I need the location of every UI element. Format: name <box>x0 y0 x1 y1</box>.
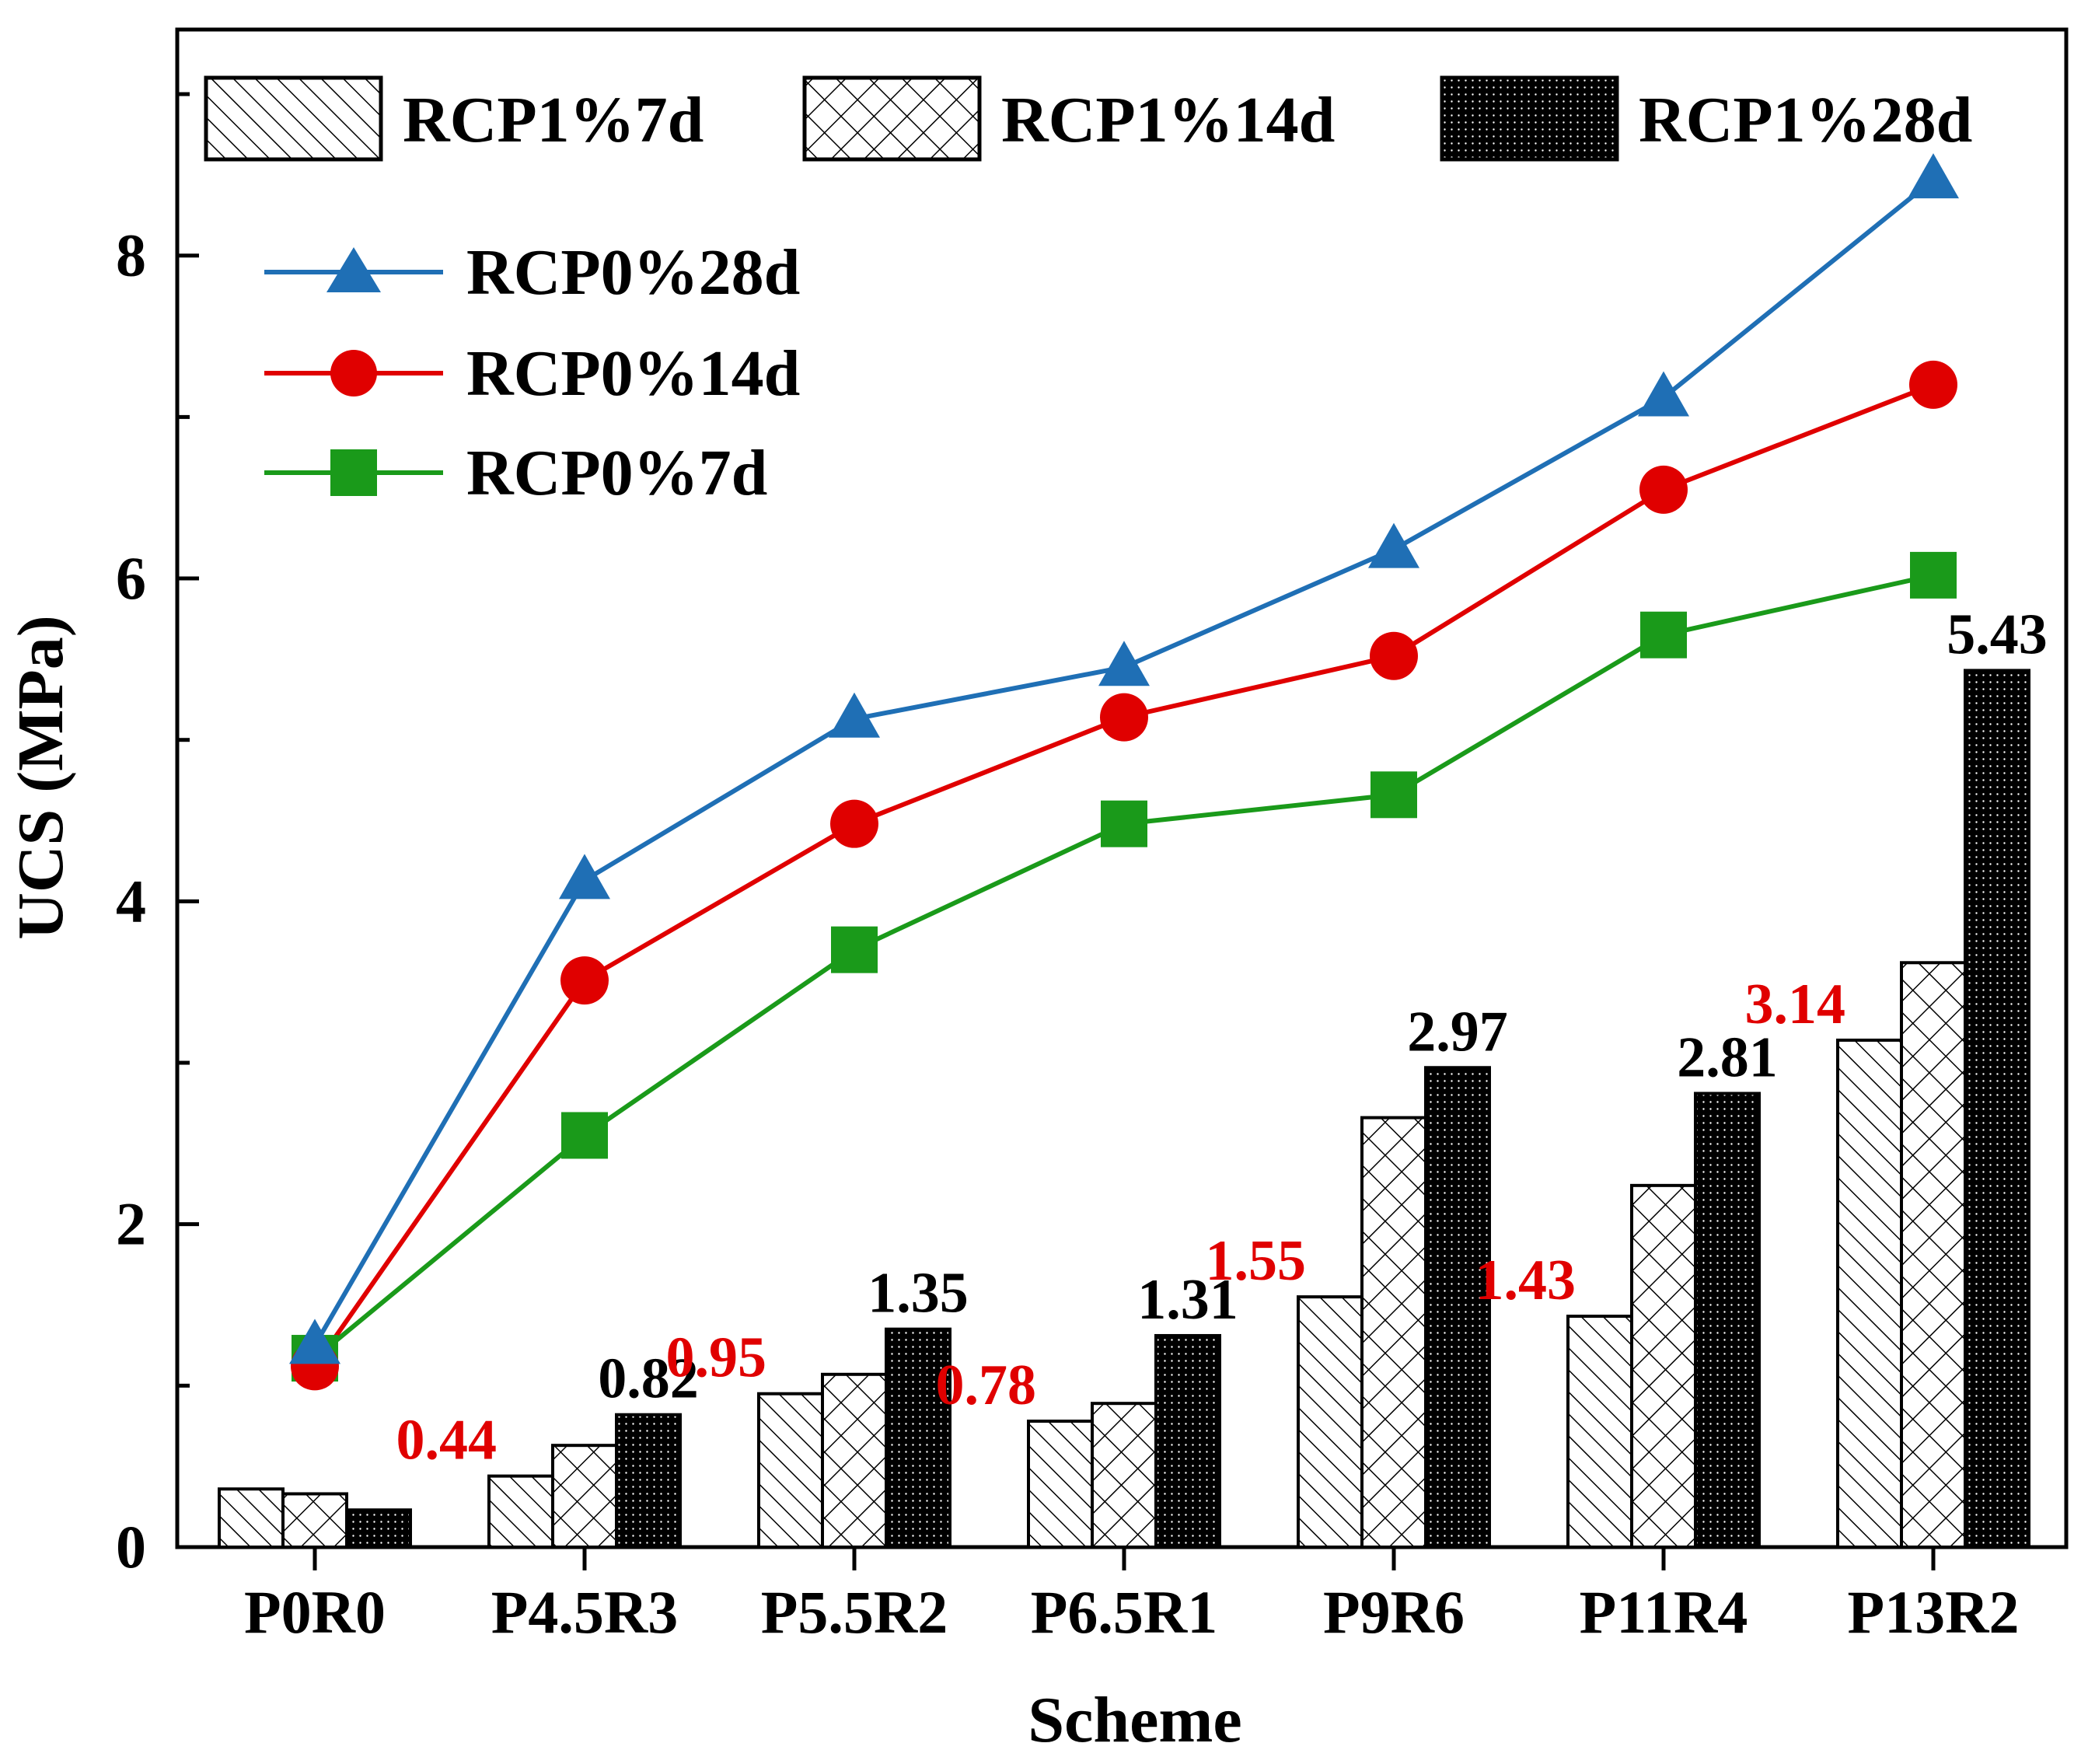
data-label-rcp1-28d-p13r2: 5.43 <box>1947 603 2048 666</box>
data-label-rcp1-7d-p4-5r3: 0.44 <box>396 1409 498 1472</box>
bar-rcp1-7d-p4-5r3 <box>487 1474 554 1549</box>
bar-rcp1-14d-p13r2 <box>1900 961 1967 1549</box>
legend-label-rcp1-7d: RCP1%7d <box>403 84 704 156</box>
x-tick-label-p5-5r2: P5.5R2 <box>761 1578 948 1646</box>
data-labels-group: 0.44 0.820.95 1.35 0.78 1.311.55 2.97 1.43 2.81… <box>396 603 2048 1472</box>
y-tick-label: 0 <box>116 1513 146 1581</box>
data-label-rcp1-7d-p6-5r1: 0.78 <box>936 1354 1037 1417</box>
point-rcp0-14d-p9r6 <box>1370 631 1418 680</box>
line-series-group <box>289 153 1959 1391</box>
legend-swatch-rcp1-14d <box>802 75 982 162</box>
plot-border <box>175 27 2069 1549</box>
data-label-rcp1-7d-p5-5r2: 0.95 <box>666 1326 767 1390</box>
x-tick-label-p9r6: P9R6 <box>1323 1578 1465 1646</box>
point-rcp0-7d-p9r6 <box>1370 771 1417 819</box>
data-label-rcp1-28d-p9r6: 2.97 <box>1407 1000 1508 1064</box>
x-tick-label-p0r0: P0R0 <box>244 1578 386 1646</box>
point-rcp0-7d-p4-5r3 <box>561 1112 608 1159</box>
x-tick-label-p13r2: P13R2 <box>1848 1578 2020 1646</box>
legend-label-rcp0-14d: RCP0%14d <box>466 337 800 410</box>
bar-rcp1-7d-p0r0 <box>218 1487 285 1549</box>
point-rcp0-7d-p13r2 <box>1910 551 1957 599</box>
bar-rcp1-14d-p4-5r3 <box>551 1444 618 1549</box>
plot-frame <box>175 27 2069 1549</box>
bar-rcp1-14d-p5-5r2 <box>821 1372 888 1549</box>
legend-marker-triangle <box>326 247 381 292</box>
data-label-rcp1-7d-p9r6: 1.55 <box>1206 1229 1307 1293</box>
bar-rcp1-14d-p9r6 <box>1360 1116 1427 1549</box>
bar-rcp1-7d-p9r6 <box>1297 1295 1363 1549</box>
legend-swatch-rcp1-7d <box>204 75 383 162</box>
point-rcp0-14d-p4-5r3 <box>560 956 609 1005</box>
point-rcp0-14d-p6-5r1 <box>1100 693 1148 742</box>
point-rcp0-28d-p4-5r3 <box>559 854 610 899</box>
bar-rcp1-14d-p0r0 <box>281 1492 348 1549</box>
bar-rcp1-28d-p5-5r2 <box>885 1327 951 1549</box>
point-rcp0-14d-p13r2 <box>1909 360 1957 409</box>
point-rcp0-28d-p13r2 <box>1908 153 1959 199</box>
data-label-rcp1-7d-p11r4: 1.43 <box>1475 1249 1576 1312</box>
bar-rcp1-14d-p6-5r1 <box>1091 1402 1157 1549</box>
legend-swatch-rcp1-28d <box>1440 75 1619 162</box>
bar-rcp1-7d-p6-5r1 <box>1027 1420 1094 1549</box>
y-axis-title: UCS (MPa) <box>5 615 77 940</box>
point-rcp0-28d-p0r0 <box>289 1319 340 1364</box>
bar-rcp1-7d-p13r2 <box>1836 1038 1903 1549</box>
x-tick-label-p6-5r1: P6.5R1 <box>1031 1578 1217 1646</box>
x-tick-label-p4-5r3: P4.5R3 <box>491 1578 678 1646</box>
y-tick-label: 4 <box>116 867 146 934</box>
bar-rcp1-28d-p0r0 <box>345 1508 412 1549</box>
bar-rcp1-28d-p11r4 <box>1694 1092 1761 1549</box>
legend-label-rcp1-14d: RCP1%14d <box>1001 84 1335 156</box>
legend-marker-circle <box>330 350 377 396</box>
legend-label-rcp0-28d: RCP0%28d <box>466 236 800 309</box>
bar-rcp1-14d-p11r4 <box>1630 1183 1697 1549</box>
data-label-rcp1-28d-p4-5r3: 0.82 <box>598 1347 699 1411</box>
data-label-rcp1-28d-p5-5r2: 1.35 <box>868 1262 969 1326</box>
point-rcp0-7d-p6-5r1 <box>1101 800 1147 847</box>
legend-marker-square <box>330 449 377 496</box>
legend-bars: RCP1%7d RCP1%14d RCP1%28d <box>204 75 1972 162</box>
data-label-rcp1-28d-p6-5r1: 1.31 <box>1137 1268 1238 1332</box>
x-tick-label-p11r4: P11R4 <box>1580 1578 1748 1646</box>
y-tick-label: 8 <box>116 222 146 289</box>
point-rcp0-14d-p5-5r2 <box>830 799 878 848</box>
legend-label-rcp1-28d: RCP1%28d <box>1639 84 1972 156</box>
point-rcp0-28d-p11r4 <box>1638 371 1689 417</box>
point-rcp0-7d-p11r4 <box>1640 611 1687 658</box>
data-label-rcp1-28d-p11r4: 2.81 <box>1677 1025 1778 1089</box>
bar-rcp1-28d-p4-5r3 <box>615 1413 682 1549</box>
bar-rcp1-28d-p13r2 <box>1964 669 2030 1549</box>
point-rcp0-14d-p11r4 <box>1639 465 1688 514</box>
x-axis: P0R0 P4.5R3 P5.5R2 P6.5R1 P9R6 P11R4 P13R2 <box>244 1547 2019 1646</box>
point-rcp0-28d-p9r6 <box>1368 522 1419 568</box>
y-tick-label: 6 <box>116 544 146 612</box>
y-tick-label: 2 <box>116 1190 146 1258</box>
x-axis-title: Scheme <box>1028 1684 1241 1756</box>
data-label-rcp1-7d-p13r2: 3.14 <box>1745 973 1846 1036</box>
y-axis: 0 2 4 6 8 <box>116 92 199 1581</box>
bar-rcp1-7d-p5-5r2 <box>757 1392 824 1549</box>
legend-lines: RCP0%28d RCP0%14d RCP0%7d <box>264 236 800 509</box>
legend-label-rcp0-7d: RCP0%7d <box>466 437 767 509</box>
point-rcp0-28d-p5-5r2 <box>829 692 880 738</box>
bar-rcp1-28d-p9r6 <box>1424 1066 1491 1549</box>
point-rcp0-7d-p5-5r2 <box>831 926 878 973</box>
bar-rcp1-28d-p6-5r1 <box>1154 1333 1221 1549</box>
bar-rcp1-7d-p11r4 <box>1566 1315 1633 1549</box>
point-rcp0-28d-p6-5r1 <box>1098 641 1150 686</box>
bar-series-group <box>218 669 2030 1549</box>
